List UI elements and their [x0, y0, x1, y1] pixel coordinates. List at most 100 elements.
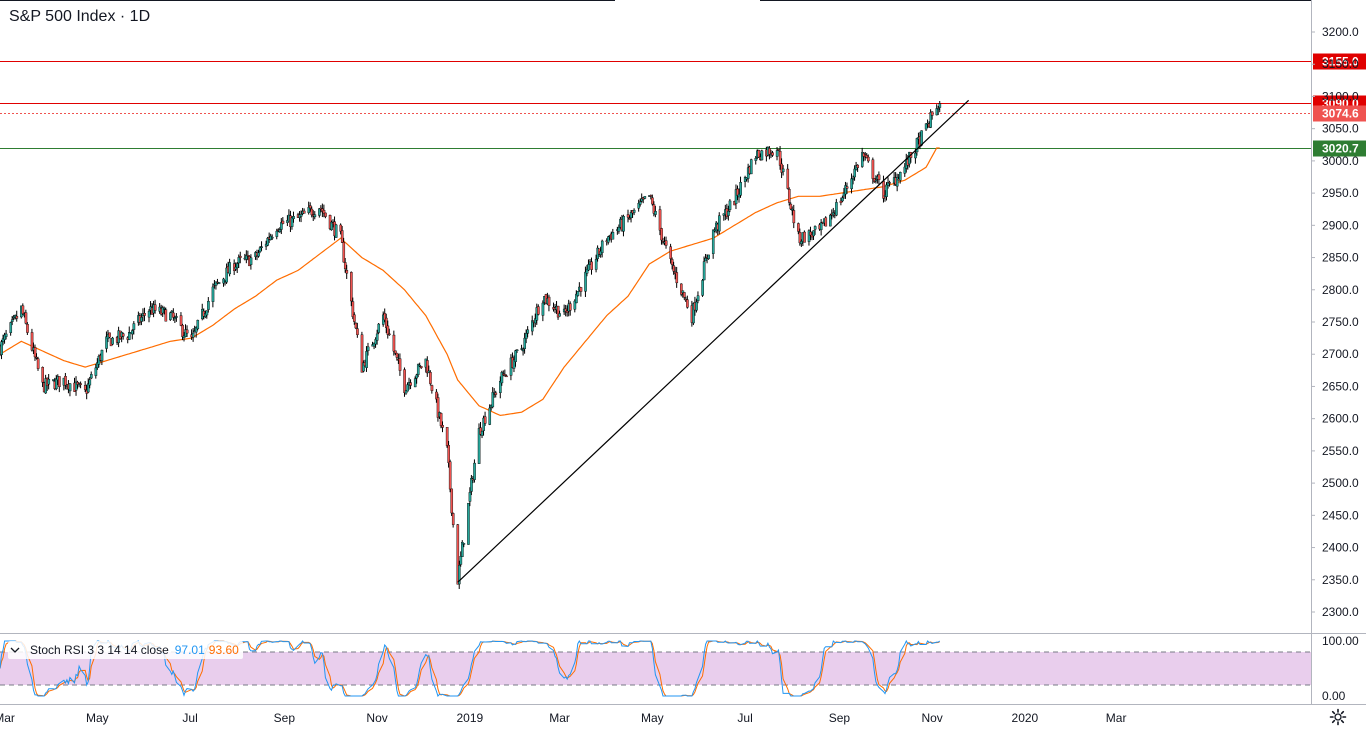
- candle-body: [514, 350, 517, 362]
- gear-icon[interactable]: [1329, 708, 1347, 726]
- trendline: [457, 99, 970, 583]
- candle-body: [309, 205, 312, 209]
- time-tick-label: 2019: [457, 711, 484, 725]
- candle-body: [669, 246, 672, 259]
- price-tick-label: 2300.0: [1322, 605, 1359, 619]
- candle-body: [111, 337, 114, 345]
- candle-body: [702, 261, 706, 281]
- candle-body: [88, 379, 92, 386]
- candle-body: [526, 329, 530, 334]
- candle-body: [477, 428, 481, 464]
- candle-body: [541, 302, 545, 316]
- candle-body: [108, 332, 111, 338]
- candle-body: [867, 156, 870, 162]
- candle-body: [83, 385, 87, 390]
- candle-body: [683, 292, 686, 298]
- candle-body: [491, 392, 495, 408]
- candle-body: [377, 323, 381, 333]
- candle-body: [622, 215, 625, 232]
- candle-body: [131, 330, 134, 335]
- candle-body: [462, 543, 466, 545]
- candle-body: [701, 280, 704, 296]
- moving-average-line: [0, 147, 940, 417]
- candle-body: [754, 158, 758, 161]
- candle-body: [217, 282, 221, 284]
- candle-body: [558, 313, 561, 317]
- candle-body: [415, 374, 419, 379]
- candle-body: [185, 329, 189, 334]
- candle-body: [937, 108, 940, 110]
- candle-body: [386, 325, 390, 335]
- candle-body: [835, 202, 838, 216]
- candle-body: [771, 152, 774, 156]
- candle-body: [924, 123, 928, 130]
- candle-body: [15, 315, 19, 319]
- candle-body: [228, 262, 232, 275]
- candle-body: [94, 367, 98, 376]
- candle-body: [170, 310, 174, 313]
- candle-body: [628, 218, 631, 220]
- candle-body: [258, 247, 262, 252]
- candle-body: [696, 295, 700, 302]
- candle-body: [398, 358, 402, 371]
- candle-body: [853, 168, 856, 178]
- candle-body: [789, 203, 793, 210]
- candle-body: [515, 349, 519, 352]
- candle-body: [121, 333, 125, 337]
- candle-body: [257, 252, 260, 257]
- price-tick-label: 3100.0: [1322, 89, 1359, 103]
- candle-body: [436, 397, 440, 418]
- chevron-down-icon[interactable]: [10, 645, 20, 655]
- candle-body: [450, 488, 454, 514]
- candle-body: [236, 263, 239, 269]
- candle-body: [874, 179, 878, 182]
- level-badge-label: 3155.0: [1322, 55, 1359, 69]
- candle-body: [695, 301, 698, 311]
- candle-body: [395, 352, 399, 358]
- candle-body: [58, 376, 61, 387]
- candle-body: [340, 230, 344, 243]
- candle-body: [362, 362, 365, 372]
- candle-body: [488, 407, 492, 425]
- level-badge: [1313, 140, 1366, 157]
- price-tick-label: 2650.0: [1322, 379, 1359, 393]
- candle-body: [302, 210, 306, 214]
- candle-body: [845, 186, 849, 189]
- candle-body: [600, 240, 604, 253]
- time-tick-label: Jul: [737, 711, 752, 725]
- candle-body: [672, 265, 676, 272]
- price-tick-label: 2750.0: [1322, 315, 1359, 329]
- candle-body: [670, 259, 674, 265]
- candle-body: [885, 184, 888, 197]
- candle-body: [147, 310, 151, 318]
- osc-tick-label: 100.00: [1322, 634, 1359, 648]
- candle-body: [41, 366, 44, 383]
- candle-body: [500, 372, 504, 384]
- candle-body: [360, 334, 364, 373]
- candle-body: [871, 159, 875, 179]
- time-tick-label: May: [641, 711, 664, 725]
- candle-body: [494, 392, 498, 395]
- candle-body: [915, 138, 919, 153]
- time-tick-label: Jul: [182, 711, 197, 725]
- candle-body: [140, 317, 143, 322]
- candle-body: [403, 369, 406, 393]
- level-badge: [1313, 53, 1366, 70]
- candle-body: [55, 378, 58, 390]
- candle-body: [792, 210, 796, 224]
- level-badge-label: 3074.6: [1322, 107, 1359, 121]
- candle-body: [205, 310, 209, 316]
- candle-body: [90, 374, 93, 379]
- time-tick-label: Sep: [274, 711, 296, 725]
- candle-body: [310, 208, 314, 216]
- candle-body: [664, 240, 668, 246]
- candle-body: [812, 230, 815, 237]
- candle-body: [175, 316, 178, 318]
- oscillator-legend[interactable]: Stoch RSI 3 3 14 14 close 97.01 93.60: [8, 641, 243, 659]
- price-tick-label: 2900.0: [1322, 218, 1359, 232]
- candle-body: [473, 462, 476, 480]
- candle-body: [164, 309, 168, 322]
- price-tick-label: 2400.0: [1322, 541, 1359, 555]
